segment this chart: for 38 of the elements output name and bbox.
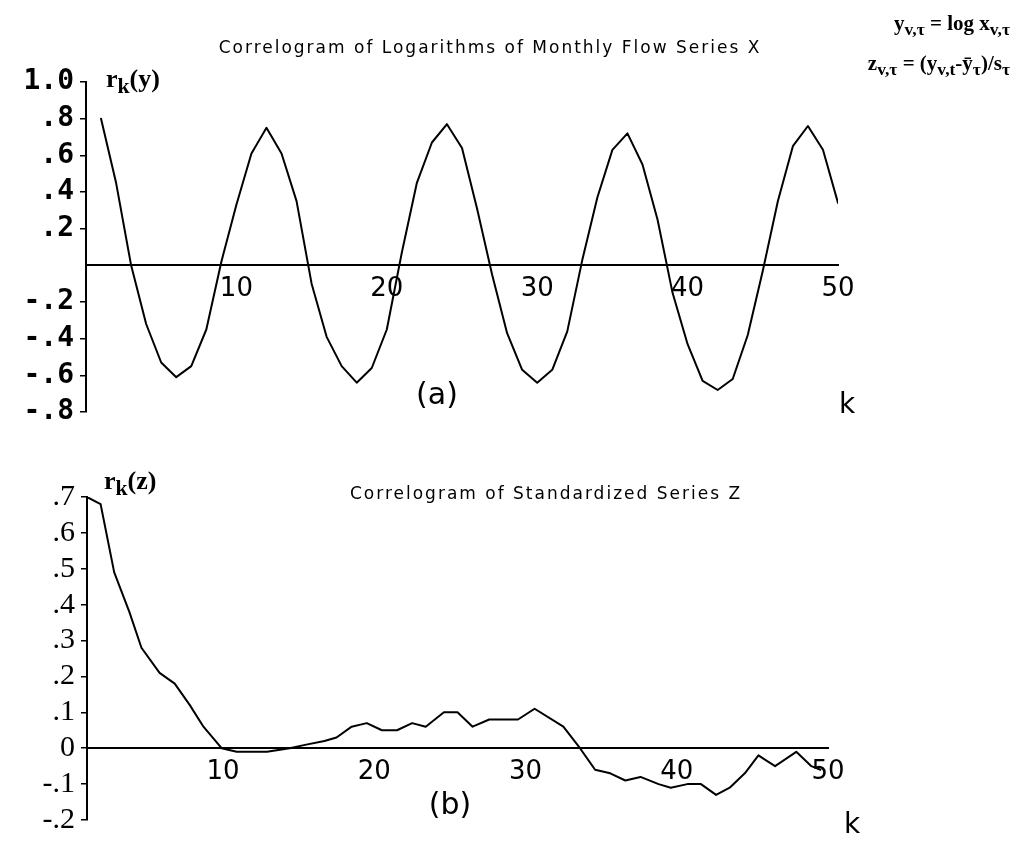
y-axis-title: r$_{k}$(y) <box>106 64 160 100</box>
y-tick-label: .2 <box>52 657 75 691</box>
x-axis-title: k <box>838 386 856 420</box>
y-tick-label: -.2 <box>23 283 74 317</box>
x-tick-label: 30 <box>509 754 543 785</box>
y-tick-label: -.6 <box>23 356 74 390</box>
y-axis-title: r$_{k}$(z) <box>104 466 157 502</box>
x-tick-label: 10 <box>206 754 240 785</box>
annotation: (b) <box>428 785 472 821</box>
text: z$_{v,τ}$ = (y$_{v,t}$-ȳ$_{τ}$)/s$_{τ}$ <box>867 50 1010 82</box>
y-tick-label: .8 <box>40 99 74 133</box>
y-tick-label: .4 <box>52 585 75 619</box>
y-tick-label: .4 <box>40 173 74 207</box>
y-tick-label: 1.0 <box>23 63 74 97</box>
x-tick-label: 50 <box>821 271 855 302</box>
y-tick-label: -.8 <box>23 393 74 427</box>
text: y$_{v,τ}$ = log x$_{v,τ}$ <box>892 10 1010 42</box>
x-tick-label: 30 <box>520 271 554 302</box>
y-tick-label: -.1 <box>42 764 75 798</box>
y-tick-label: .2 <box>40 209 74 243</box>
x-axis-title: k <box>843 806 861 840</box>
x-tick-label: 40 <box>660 754 694 785</box>
y-tick-label: .3 <box>52 621 75 655</box>
y-tick-label: .1 <box>52 693 75 727</box>
x-tick-label: 20 <box>357 754 391 785</box>
y-tick-label: .6 <box>52 513 75 547</box>
annotation: (a) <box>416 375 458 411</box>
y-tick-label: -.2 <box>42 800 75 834</box>
x-tick-label: 40 <box>671 271 705 302</box>
chart-title: Correlogram of Standardized Series Z <box>349 483 743 503</box>
y-tick-label: .7 <box>52 477 75 511</box>
y-tick-label: .6 <box>40 136 74 170</box>
x-tick-label: 50 <box>811 754 845 785</box>
y-tick-label: .5 <box>52 549 75 583</box>
y-tick-label: -.4 <box>23 319 74 353</box>
chart-title: Correlogram of Logarithms of Monthly Flow Series X <box>218 37 762 57</box>
y-tick-label: 0 <box>60 729 75 763</box>
x-tick-label: 10 <box>219 271 253 302</box>
